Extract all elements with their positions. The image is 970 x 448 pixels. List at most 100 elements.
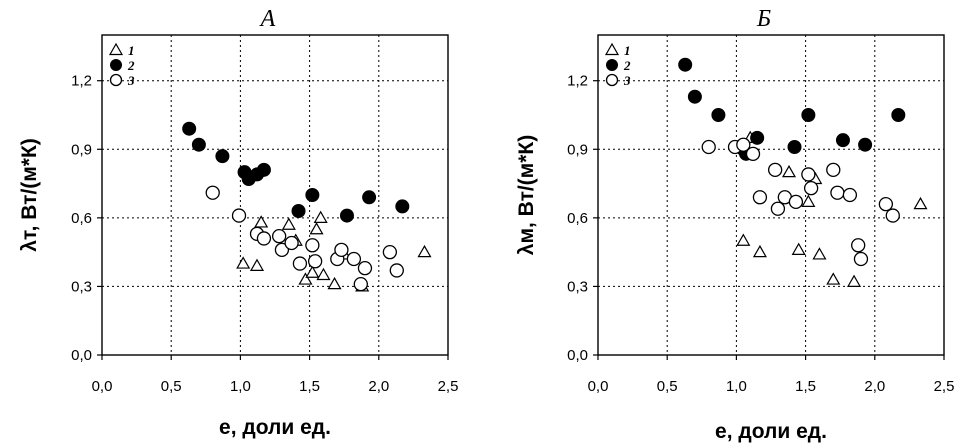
data-point-series-3 [803,180,819,196]
data-point-series-2 [858,137,873,152]
data-point-series-3 [826,162,841,178]
y-tick-label: 0,6 [567,210,588,227]
data-point-series-2 [339,208,354,223]
data-point-series-1 [736,233,751,246]
data-point-series-3 [851,238,866,253]
data-point-series-3 [770,201,786,216]
data-point-series-3 [272,228,287,244]
legend: 123 [108,42,135,88]
data-point-series-1 [791,242,806,255]
data-point-series-3 [701,139,716,155]
data-point-series-3 [292,256,308,271]
legend-label-3: 3 [623,73,631,88]
chart-b: Б 0,0 0,5 1,0 1,5 2,0 2,5 0,0 0,3 0,6 0,9 1,2 е, дол… [515,6,954,443]
series-2 [182,121,410,223]
data-point-series-3 [885,208,900,223]
legend-label-1: 1 [624,43,631,58]
data-point-series-3 [305,238,320,253]
data-point-series-1 [236,256,251,269]
x-tick-label: 0,0 [92,378,113,395]
data-point-series-3 [878,196,894,212]
data-point-series-2 [362,190,377,205]
series-1 [236,210,432,292]
x-tick-label: 2,0 [864,378,885,395]
data-point-series-2 [395,199,410,214]
y-tick-label: 0,3 [567,278,588,295]
data-point-series-3 [842,187,858,203]
data-point-series-2 [256,162,271,177]
series-3 [701,137,900,267]
data-point-series-3 [307,254,323,269]
data-point-series-3 [205,185,220,200]
data-point-series-1 [313,210,328,223]
data-point-series-2 [801,108,816,122]
data-point-series-2 [305,188,320,202]
y-tick-label: 1,2 [567,73,588,90]
data-point-series-1 [327,276,342,290]
data-point-series-3 [830,185,845,200]
data-point-series-3 [334,242,349,258]
data-point-series-2 [835,133,850,148]
series-2 [678,57,906,161]
data-point-series-1 [254,215,269,228]
legend-marker-3 [109,73,123,87]
data-point-series-1 [281,217,296,230]
x-tick-label: 0,5 [657,378,678,395]
legend-marker-3 [605,73,619,87]
series-1 [736,130,928,287]
data-point-series-3 [353,276,368,292]
chart-title: А [259,6,276,32]
chart-a: А 0,0 0,5 1,0 1,5 2,0 2,5 0,0 0,3 0,6 0,9 1,2 е, дол… [18,6,458,439]
data-point-series-1 [847,274,862,287]
data-point-series-2 [687,89,702,104]
x-tick-label: 2,5 [934,378,955,395]
data-point-series-1 [316,267,331,281]
data-point-series-2 [891,108,906,122]
data-point-series-1 [913,196,928,210]
y-tick-label: 0,0 [71,347,92,364]
x-axis-label: е, доли ед. [219,416,331,439]
x-tick-label: 1,5 [299,378,320,395]
data-point-series-2 [182,121,197,136]
legend-marker-1 [108,42,124,56]
data-point-series-2 [787,140,802,154]
data-point-series-1 [752,244,767,258]
legend-marker-2 [606,59,618,71]
x-tick-label: 2,0 [368,378,389,395]
data-point-series-3 [752,190,768,205]
y-tick-label: 0,0 [567,347,588,364]
chart-title: Б [756,6,771,32]
legend-marker-1 [604,42,620,56]
data-point-series-3 [745,146,761,162]
x-tick-label: 0,5 [161,378,182,395]
x-tick-label: 2,5 [438,378,459,395]
y-axis-label: λт, Вт/(м*К) [18,138,41,252]
data-point-series-1 [826,272,841,285]
data-point-series-3 [768,162,783,178]
data-point-series-2 [191,137,206,152]
y-axis-label: λм, Вт/(м*К) [515,135,538,255]
data-point-series-1 [801,194,816,207]
data-point-series-1 [298,272,313,285]
data-point-series-1 [417,244,432,258]
data-point-series-3 [346,251,362,267]
data-point-series-1 [812,247,827,260]
data-point-series-3 [231,208,247,223]
legend-label-2: 2 [623,58,631,73]
data-point-series-2 [750,130,765,145]
legend-label-2: 2 [127,58,135,73]
data-point-series-3 [736,137,751,152]
y-tick-label: 0,3 [71,278,92,295]
y-tick-label: 0,9 [567,141,588,158]
legend-label-1: 1 [128,43,135,58]
data-point-series-1 [249,258,265,271]
data-point-series-2 [291,204,306,218]
data-point-series-1 [781,164,797,178]
x-tick-label: 1,0 [726,378,747,395]
data-point-series-3 [788,194,804,210]
y-tick-label: 0,9 [71,141,92,158]
x-axis-label: е, доли ед. [715,420,827,443]
data-point-series-2 [215,149,230,164]
data-point-series-1 [305,265,320,278]
